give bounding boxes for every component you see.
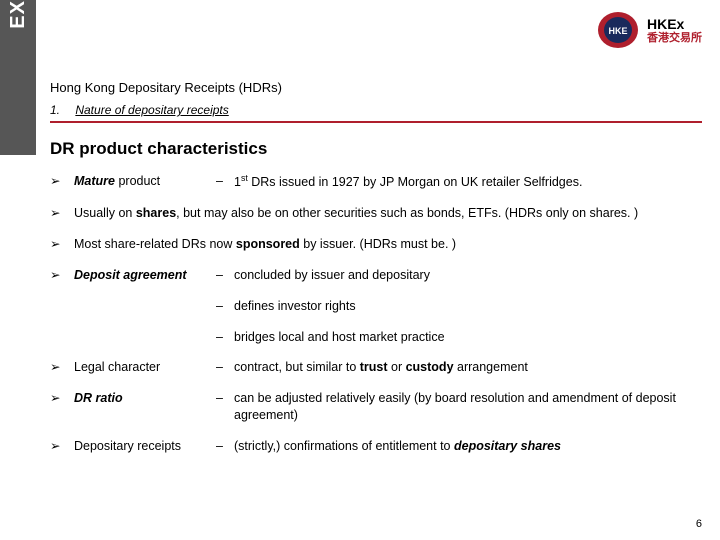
list-item: ➢ Most share-related DRs now sponsored b… <box>50 236 702 253</box>
doc-subtitle: 1. Nature of depositary receipts <box>50 103 702 117</box>
item-desc: concluded by issuer and depositary <box>234 267 702 284</box>
section-heading: DR product characteristics <box>50 139 702 159</box>
bullet-icon: ➢ <box>50 359 74 376</box>
list-item: ➢ Deposit agreement – concluded by issue… <box>50 267 702 284</box>
divider <box>50 121 702 123</box>
brand-band: EX <box>0 0 36 155</box>
logo-text: HKEx 香港交易所 <box>647 17 702 44</box>
bullet-icon: ➢ <box>50 267 74 284</box>
dash: – <box>216 390 234 407</box>
brand-band-text: EX <box>7 0 30 37</box>
item-label: Deposit agreement <box>74 267 216 284</box>
item-desc: Most share-related DRs now sponsored by … <box>74 236 702 253</box>
item-desc: 1st DRs issued in 1927 by JP Morgan on U… <box>234 173 702 191</box>
item-desc: contract, but similar to trust or custod… <box>234 359 702 376</box>
dash: – <box>216 329 234 346</box>
logo-text-en: HKEx <box>647 17 702 31</box>
item-label: Depositary receipts <box>74 438 216 455</box>
bullet-icon: ➢ <box>50 205 74 222</box>
doc-title: Hong Kong Depositary Receipts (HDRs) <box>50 80 702 95</box>
list-item: ➢ Usually on shares, but may also be on … <box>50 205 702 222</box>
logo-badge-text: HKE <box>608 26 627 36</box>
bullet-list: ➢ Mature product – 1st DRs issued in 192… <box>50 173 702 455</box>
section-number: 1. <box>50 103 72 117</box>
list-item: ➢ DR ratio – can be adjusted relatively … <box>50 390 702 424</box>
item-label: DR ratio <box>74 390 216 407</box>
dash: – <box>216 173 234 190</box>
section-label: Nature of depositary receipts <box>75 103 228 117</box>
list-item: ➢ Depositary receipts – (strictly,) conf… <box>50 438 702 455</box>
bullet-icon: ➢ <box>50 173 74 190</box>
list-item: ➢ Legal character – contract, but simila… <box>50 359 702 376</box>
dash: – <box>216 438 234 455</box>
bullet-icon: ➢ <box>50 390 74 407</box>
item-desc: can be adjusted relatively easily (by bo… <box>234 390 702 424</box>
item-desc: bridges local and host market practice <box>234 329 702 346</box>
item-desc: (strictly,) confirmations of entitlement… <box>234 438 702 455</box>
item-label: Legal character <box>74 359 216 376</box>
dash: – <box>216 298 234 315</box>
item-label: Mature product <box>74 173 216 190</box>
logo-mark: HKE <box>595 10 641 50</box>
list-subitem: – defines investor rights <box>50 298 702 315</box>
bullet-icon: ➢ <box>50 438 74 455</box>
logo-text-zh: 香港交易所 <box>647 33 702 44</box>
list-item: ➢ Mature product – 1st DRs issued in 192… <box>50 173 702 191</box>
bullet-icon: ➢ <box>50 236 74 253</box>
dash: – <box>216 359 234 376</box>
dash: – <box>216 267 234 284</box>
item-desc: defines investor rights <box>234 298 702 315</box>
list-subitem: – bridges local and host market practice <box>50 329 702 346</box>
hkex-logo: HKE HKEx 香港交易所 <box>595 10 702 50</box>
item-desc: Usually on shares, but may also be on ot… <box>74 205 702 222</box>
slide-content: Hong Kong Depositary Receipts (HDRs) 1. … <box>50 80 702 469</box>
page-number: 6 <box>696 518 702 530</box>
